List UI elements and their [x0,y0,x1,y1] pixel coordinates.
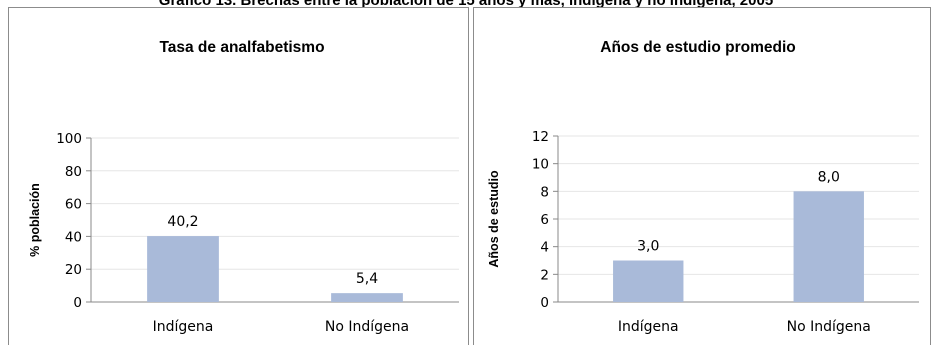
chart1-ytick-label: 6 [540,212,549,228]
page-title: Gráfico 13. Brechas entre la población d… [158,0,774,9]
chart1-data-label: 8,0 [818,169,840,185]
chart0-ylabel: % población [28,183,42,257]
chart1-category-label: No Indígena [787,319,871,335]
chart1-ytick-label: 0 [540,295,549,311]
chart0-bar [147,236,219,302]
chart1-ytick-label: 12 [532,129,549,145]
chart0-data-label: 5,4 [356,271,378,287]
chart0-ytick-label: 100 [56,131,82,147]
chart1-title: Años de estudio promedio [600,39,795,56]
chart1-ylabel: Años de estudio [487,170,501,268]
chart0-ytick-label: 60 [65,197,82,213]
illiteracy-chart: Tasa de analfabetismo % población 0 20 40 60 8… [28,39,459,335]
chart1-bar [613,260,684,302]
chart1-ytick-label: 8 [540,184,549,200]
chart1-ytick-label: 2 [540,267,549,283]
chart0-bar [331,293,403,302]
chart0-ytick-label: 0 [73,295,82,311]
chart1-category-label: Indígena [618,319,679,335]
chart0-ytick-label: 40 [65,229,82,245]
chart0-category-label: No Indígena [325,319,409,335]
chart1-data-label: 3,0 [637,239,659,255]
chart1-bar [793,191,864,302]
chart-panel-schooling: Años de estudio promedio Años de estudio 0… [473,7,931,345]
schooling-chart: Años de estudio promedio Años de estudio 0… [487,39,919,335]
chart1-ytick-label: 10 [532,157,549,173]
chart0-category-label: Indígena [153,319,214,335]
chart1-ytick-label: 4 [540,240,549,256]
chart0-title: Tasa de analfabetismo [159,39,324,56]
chart0-ytick-label: 80 [65,164,82,180]
chart0-data-label: 40,2 [167,214,198,230]
chart0-ytick-label: 20 [65,262,82,278]
chart-panel-illiteracy: Tasa de analfabetismo % población 0 20 40 60 8… [8,7,469,345]
